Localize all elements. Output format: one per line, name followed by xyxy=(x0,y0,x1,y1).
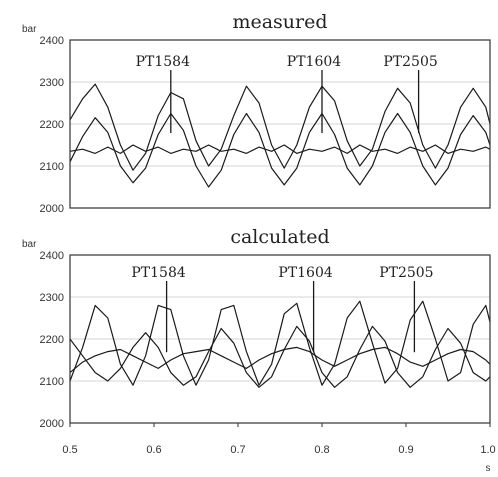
y-tick-label: 2100 xyxy=(40,161,64,173)
annotation-label: PT2505 xyxy=(383,54,437,70)
series-line-pt1604 xyxy=(69,144,491,154)
x-tick-label: 0.8 xyxy=(314,444,329,456)
annotation-label: PT1584 xyxy=(131,265,185,281)
y-axis-unit: bar xyxy=(22,239,37,250)
chart-title: measured xyxy=(232,11,327,33)
chart-panel-measured: measured bar 2000 2100 2200 2300 2400 PT1584 PT1… xyxy=(22,11,491,215)
x-axis-unit: s xyxy=(486,463,491,474)
annotation-label: PT2505 xyxy=(379,265,433,281)
y-tick-label: 2200 xyxy=(40,119,64,131)
series-line-pt1584 xyxy=(69,325,491,388)
annotation-label: PT1584 xyxy=(136,54,190,70)
y-tick-label: 2200 xyxy=(40,334,64,346)
series-line-pt2505 xyxy=(69,300,491,386)
x-tick-label: 1.0 xyxy=(480,444,495,456)
y-tick-label: 2400 xyxy=(40,250,64,262)
y-tick-label: 2400 xyxy=(40,35,64,47)
x-tick-label: 0.6 xyxy=(146,444,161,456)
x-tick-label: 0.7 xyxy=(230,444,245,456)
y-tick-label: 2300 xyxy=(40,77,64,89)
y-tick-label: 2000 xyxy=(40,203,64,215)
series-line-pt1584 xyxy=(69,112,491,188)
chart-panel-calculated: calculated bar 2000 2100 2200 2300 2400 0.5 0.6 0… xyxy=(22,226,496,474)
series-line-pt2505 xyxy=(69,83,491,171)
x-tick-label: 0.9 xyxy=(398,444,413,456)
annotation-label: PT1604 xyxy=(287,54,341,70)
series-line-pt1604 xyxy=(69,346,491,374)
y-tick-label: 2300 xyxy=(40,292,64,304)
plot-area-frame xyxy=(69,254,491,424)
annotation-label: PT1604 xyxy=(278,265,332,281)
x-tick-label: 0.5 xyxy=(62,444,77,456)
y-tick-label: 2000 xyxy=(40,418,64,430)
y-axis-unit: bar xyxy=(22,24,37,35)
y-tick-label: 2100 xyxy=(40,376,64,388)
chart-title: calculated xyxy=(230,226,329,248)
plot-area-frame xyxy=(69,39,491,209)
